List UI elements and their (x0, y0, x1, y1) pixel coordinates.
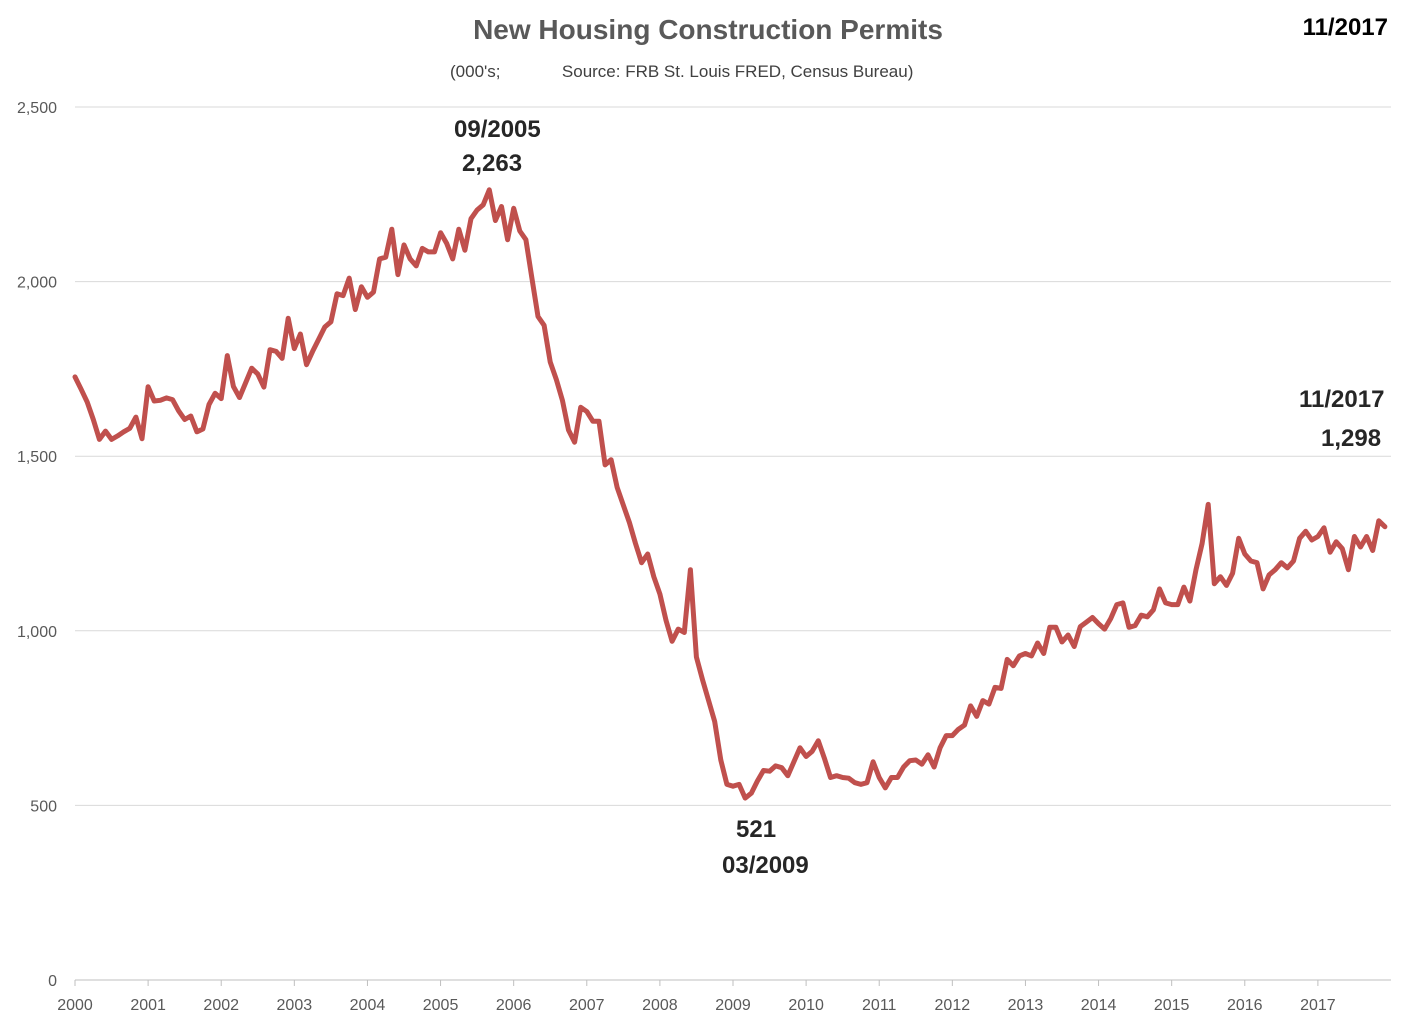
y-tick-label: 0 (48, 973, 57, 990)
x-tick-label: 2016 (1227, 997, 1263, 1014)
x-tick-label: 2007 (569, 997, 605, 1014)
last-date-label: 11/2017 (1299, 386, 1385, 413)
y-tick-label: 2,500 (17, 100, 57, 117)
x-tick-label: 2002 (203, 997, 239, 1014)
x-tick-label: 2014 (1081, 997, 1117, 1014)
x-tick-label: 2012 (935, 997, 971, 1014)
gridlines (75, 106, 1391, 981)
last-value-label: 1,298 (1321, 425, 1382, 452)
x-tick-label: 2006 (496, 997, 532, 1014)
y-tick-label: 2,000 (17, 275, 57, 292)
peak-date-label: 09/2005 (454, 116, 541, 143)
peak-value-label: 2,263 (462, 150, 523, 177)
y-tick-label: 1,500 (17, 449, 57, 466)
x-tick-label: 2017 (1300, 997, 1336, 1014)
trough-value-label: 521 (736, 816, 777, 843)
x-tick-label: 2001 (130, 997, 166, 1014)
x-tick-label: 2009 (715, 997, 751, 1014)
x-tick-label: 2005 (423, 997, 459, 1014)
x-tick-label: 2003 (277, 997, 313, 1014)
x-tick-label: 2008 (642, 997, 678, 1014)
permits-series-line (72, 187, 1388, 801)
y-axis-tick-labels: 0 500 1,000 1,500 2,000 2,500 (17, 100, 57, 990)
x-tick-label: 2015 (1154, 997, 1190, 1014)
x-axis-tick-labels: 2000 2001 2002 2003 2004 2005 2006 2007 2008 2009… (57, 980, 1336, 1014)
chart-subtitle: (000's; Source: FRB St. Louis FRED, Cens… (450, 62, 914, 81)
x-tick-label: 2010 (788, 997, 824, 1014)
x-tick-label: 2011 (862, 997, 897, 1014)
chart-title: New Housing Construction Permits (473, 14, 943, 45)
y-tick-label: 500 (30, 798, 57, 815)
y-tick-label: 1,000 (17, 624, 57, 641)
report-date: 11/2017 (1302, 14, 1388, 41)
x-tick-label: 2004 (350, 997, 386, 1014)
x-tick-label: 2013 (1008, 997, 1044, 1014)
trough-date-label: 03/2009 (722, 852, 809, 879)
x-tick-label: 2000 (57, 997, 93, 1014)
